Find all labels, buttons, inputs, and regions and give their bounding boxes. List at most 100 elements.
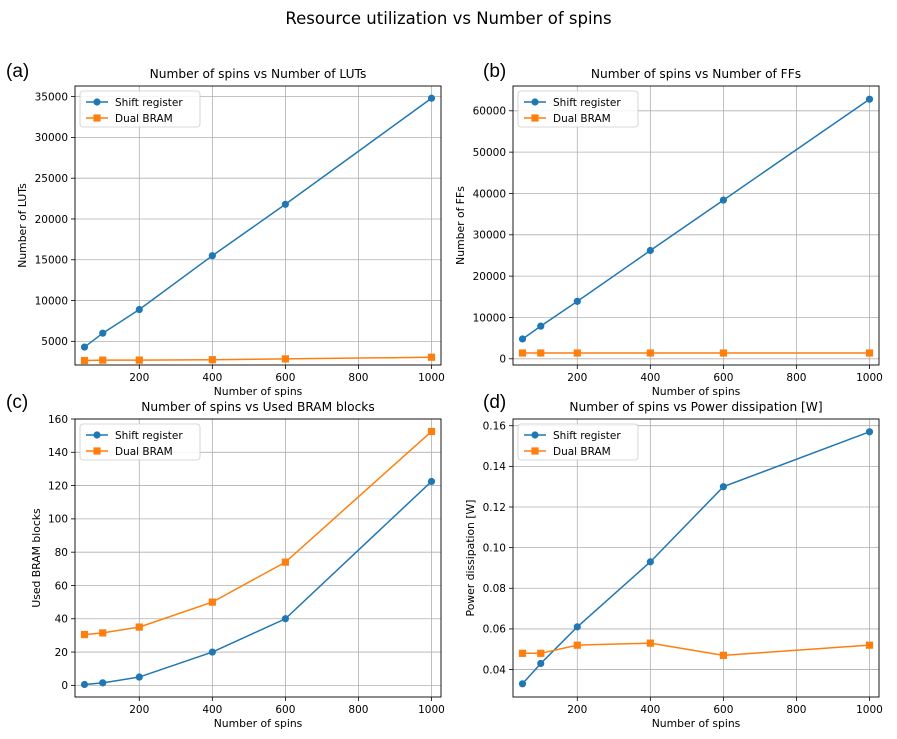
- x-tick-label: 600: [275, 704, 295, 716]
- y-tick-label: 20: [55, 647, 68, 659]
- x-tick-label: 1000: [856, 704, 883, 716]
- data-point: [99, 329, 107, 337]
- data-point: [99, 356, 107, 364]
- legend-label: Dual BRAM: [115, 446, 173, 458]
- x-axis-label: Number of spins: [652, 717, 741, 730]
- y-tick-label: 30000: [473, 230, 506, 242]
- x-tick-label: 600: [713, 704, 733, 716]
- data-point: [646, 349, 654, 357]
- legend-marker: [93, 98, 101, 106]
- legend-box: [517, 423, 639, 461]
- data-point: [135, 305, 143, 314]
- y-tick-label: 100: [48, 514, 68, 526]
- x-tick-label: 1000: [856, 372, 883, 384]
- x-axis-label: Number of spins: [214, 717, 303, 730]
- panel-label-a: (a): [6, 61, 30, 82]
- legend: Shift register Dual BRAM: [79, 90, 201, 128]
- y-tick-label: 5000: [41, 336, 68, 348]
- data-point: [719, 349, 727, 357]
- panel-label-d: (d): [483, 392, 507, 413]
- y-tick-label: 0.04: [483, 664, 507, 676]
- legend-marker: [93, 447, 101, 455]
- y-tick-label: 35000: [35, 91, 68, 103]
- data-point: [281, 355, 289, 363]
- legend-marker: [531, 98, 539, 106]
- y-tick-label: 50000: [473, 147, 506, 159]
- y-axis-label: Number of FFs: [454, 186, 467, 265]
- y-tick-label: 60000: [473, 106, 506, 118]
- y-tick-label: 30000: [35, 132, 68, 144]
- y-tick-label: 40: [55, 614, 68, 626]
- data-point: [80, 680, 89, 689]
- x-tick-label: 400: [202, 704, 222, 716]
- data-point: [719, 483, 727, 491]
- chart-panel-d: 200 400 600 800 1000 0.04 0.06 0.08 0.10 0.12 0.14…: [464, 400, 883, 730]
- chart-title: Number of spins vs Power dissipation [W]: [569, 400, 822, 414]
- chart-title: Number of spins vs Used BRAM blocks: [141, 400, 374, 414]
- legend-label: Shift register: [115, 430, 183, 442]
- y-tick-label: 0.08: [483, 583, 506, 595]
- data-point: [865, 641, 874, 649]
- x-tick-label: 800: [786, 372, 806, 384]
- y-tick-label: 0.10: [483, 542, 506, 554]
- chart-title: Number of spins vs Number of LUTs: [150, 67, 367, 81]
- y-tick-label: 60: [55, 580, 68, 592]
- data-point: [208, 356, 216, 364]
- chart-panel-a: 200 400 600 800 1000 5000 10000 15000 20000 25000…: [16, 67, 445, 398]
- axes-frame: [512, 418, 880, 698]
- legend-label: Dual BRAM: [553, 446, 611, 458]
- x-tick-label: 200: [129, 704, 149, 716]
- y-tick-label: 0.12: [483, 502, 506, 514]
- chart-panel-c: 200 400 600 800 1000 0 20 40 60 80 100 120 140 160 Num…: [30, 400, 445, 730]
- x-tick-label: 600: [275, 372, 295, 384]
- x-tick-label: 400: [202, 372, 222, 384]
- y-tick-label: 0.16: [483, 421, 507, 433]
- data-point: [573, 623, 581, 631]
- data-point: [573, 297, 581, 305]
- x-tick-label: 200: [567, 372, 587, 384]
- data-point: [281, 200, 289, 208]
- y-tick-label: 0: [61, 680, 68, 692]
- legend-box: [517, 90, 639, 128]
- y-tick-label: 10000: [35, 295, 68, 307]
- data-point: [427, 477, 436, 486]
- x-tick-label: 200: [567, 704, 587, 716]
- data-point: [865, 428, 874, 436]
- series-line-dual-bram: [84, 430, 433, 636]
- data-point: [537, 649, 545, 657]
- y-tick-label: 160: [48, 414, 68, 426]
- y-tick-label: 25000: [35, 173, 68, 185]
- x-tick-label: 600: [713, 372, 733, 384]
- data-point: [573, 641, 581, 649]
- y-tick-label: 20000: [473, 271, 506, 283]
- data-point: [208, 598, 216, 606]
- data-point: [208, 648, 216, 656]
- data-point: [80, 630, 89, 639]
- chart-panel-b: 200 400 600 800 1000010000200003000040000500…: [454, 67, 883, 398]
- panel-label-b: (b): [483, 61, 507, 82]
- y-tick-label: 15000: [35, 255, 68, 267]
- data-point: [427, 353, 436, 361]
- axes-frame: [74, 418, 442, 698]
- y-tick-label: 40000: [473, 188, 506, 200]
- x-tick-label: 1000: [418, 372, 445, 384]
- data-point: [80, 343, 89, 351]
- data-point: [281, 558, 289, 566]
- axes-frame: [512, 85, 880, 366]
- series-line-shift-register: [84, 97, 432, 348]
- series-line-shift-register: [522, 98, 870, 340]
- panel-label-c: (c): [6, 392, 29, 413]
- chart-title: Number of spins vs Number of FFs: [591, 67, 801, 81]
- data-point: [80, 356, 89, 365]
- legend-marker: [93, 114, 101, 122]
- x-tick-label: 200: [129, 372, 149, 384]
- legend-marker: [531, 431, 539, 439]
- y-axis-label: Used BRAM blocks: [30, 508, 43, 608]
- legend-box: [79, 423, 201, 461]
- y-tick-label: 140: [48, 447, 68, 459]
- legend-marker: [93, 431, 101, 439]
- x-tick-label: 800: [348, 704, 368, 716]
- data-point: [427, 94, 436, 102]
- series-line-shift-register: [521, 431, 870, 685]
- data-point: [518, 349, 527, 357]
